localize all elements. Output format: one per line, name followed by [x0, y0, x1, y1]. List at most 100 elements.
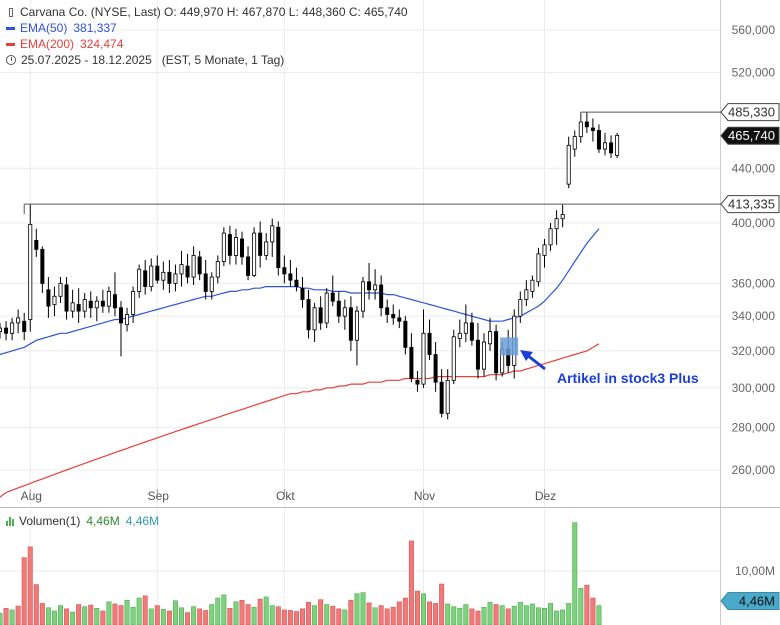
candle-body [276, 226, 281, 269]
candle-body [433, 354, 438, 383]
volume-bar [499, 605, 505, 625]
candle-body [4, 327, 9, 334]
volume-bar [384, 608, 390, 625]
candle-body [40, 248, 45, 284]
candle-body [475, 339, 480, 370]
price-levels: 485,330 465,740 413,335 [23, 103, 780, 215]
candle-body [215, 261, 220, 278]
volume-bar [172, 600, 178, 625]
candle-body [391, 314, 396, 319]
y-tick-label: 280,000 [732, 421, 776, 435]
candle-body [385, 307, 390, 315]
volume-bar [209, 604, 215, 625]
candle-body [603, 142, 608, 150]
legend-main-row: Carvana Co. (NYSE, Last) O: 449,970 H: 4… [6, 4, 408, 20]
ema200-path [0, 343, 600, 498]
candle-body [451, 336, 456, 381]
candle-body [258, 232, 263, 256]
month-label: Dez [535, 489, 556, 503]
candle-body [330, 292, 335, 302]
candle-body [22, 320, 27, 332]
volume-bar [94, 607, 100, 625]
candle-body [64, 284, 69, 312]
volume-bar [251, 606, 257, 625]
volume-bar [166, 610, 172, 625]
candle-body [252, 232, 257, 276]
volume-bar [287, 610, 293, 625]
volume-bar [548, 603, 554, 625]
candle-body [336, 300, 341, 317]
candle-body [524, 289, 529, 300]
volume-bar [118, 605, 124, 625]
volume-bar [560, 609, 566, 625]
price-marker-box [720, 126, 780, 145]
candles [0, 112, 620, 420]
volume-bar [275, 606, 281, 625]
volume-bar [299, 608, 305, 625]
candle-body [548, 228, 553, 246]
volume-bar [257, 598, 263, 625]
volume-bar [245, 604, 251, 625]
candle-body [221, 232, 226, 262]
volume-bar [57, 605, 63, 625]
volume-bar [191, 606, 197, 625]
candle-body [615, 134, 620, 156]
annotation-text[interactable]: Artikel in stock3 Plus [557, 370, 699, 386]
volume-bar [263, 596, 269, 625]
volume-marker-label: 4,46M [739, 593, 775, 608]
entry-marker-box [500, 337, 519, 356]
candle-body [58, 282, 63, 297]
ema200-line [0, 343, 600, 498]
y-tick-label: 440,000 [732, 161, 776, 175]
candle-body [167, 271, 172, 284]
candle-body [112, 294, 117, 309]
candle-body [554, 218, 559, 230]
candle-body [403, 320, 408, 348]
y-tick-label: 260,000 [732, 463, 776, 477]
candle-body [324, 292, 329, 324]
volume-bar [27, 546, 33, 625]
y-tick-label: 300,000 [732, 381, 776, 395]
candle-body [94, 300, 99, 309]
volume-bar [215, 597, 221, 625]
volume-bar [312, 605, 318, 625]
volume-bar [203, 610, 209, 625]
candle-body [609, 142, 614, 154]
candle-body [306, 299, 311, 331]
volume-bar [469, 608, 475, 625]
volume-bar [529, 603, 535, 625]
candle-body [312, 307, 317, 331]
candle-body [52, 295, 57, 305]
arrow-head-icon [520, 350, 533, 361]
volume-bar [70, 611, 76, 625]
month-label: Nov [414, 489, 435, 503]
candle-body [463, 322, 468, 334]
candle-body [233, 237, 238, 256]
volume-bar [15, 605, 21, 625]
volume-bar [336, 608, 342, 625]
candle-body [439, 381, 444, 414]
price-marker-box [720, 103, 780, 122]
candle-body [191, 254, 196, 278]
legend: Carvana Co. (NYSE, Last) O: 449,970 H: 4… [6, 4, 408, 68]
price-marker-label: 485,330 [728, 105, 775, 120]
ema50-label: EMA(50) [20, 21, 68, 35]
candle-body [300, 287, 305, 300]
volume-bar [100, 610, 106, 625]
ema50-line [0, 228, 600, 356]
candle-body [566, 144, 571, 185]
candle-body [354, 310, 359, 341]
legend-ema50-row: EMA(50) 381,337 [6, 20, 408, 36]
month-axis: Aug Sep Okt Nov Dez [21, 489, 556, 503]
candle-body [28, 223, 33, 320]
volume-bar [124, 599, 130, 625]
candle-body [179, 264, 184, 275]
candle-body [367, 281, 372, 291]
volume-bar [106, 601, 112, 625]
month-label: Aug [21, 489, 42, 503]
volume-bar [487, 602, 493, 625]
candle-body [427, 332, 432, 355]
arrow-shaft [526, 353, 546, 371]
volume-legend: Volumen(1) 4,46M 4,46M [6, 514, 159, 528]
